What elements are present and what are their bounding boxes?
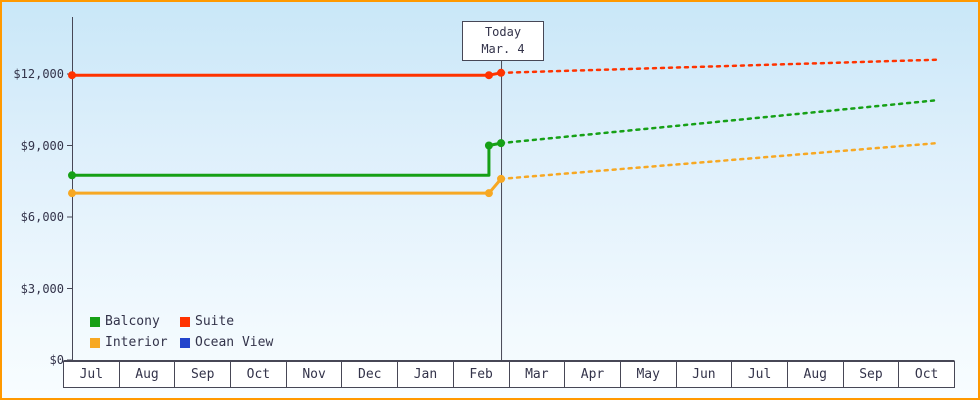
series-forecast-balcony xyxy=(499,98,939,145)
x-axis-month: Apr xyxy=(564,361,621,388)
series-marker-suite xyxy=(68,71,76,80)
x-axis-month: Nov xyxy=(285,361,343,388)
chart-legend: Balcony Suite Interior Ocean View xyxy=(90,314,273,350)
x-axis-month-row: Jul Aug Sep Oct Nov Dec Jan Feb Mar Apr May Jun Jul A… xyxy=(63,361,955,388)
series-marker-interior xyxy=(484,189,493,198)
legend-item-interior: Interior xyxy=(90,335,180,350)
today-label-title: Today xyxy=(484,25,522,39)
series-marker-interior xyxy=(497,174,506,183)
legend-swatch-ocean-view xyxy=(180,337,190,348)
x-axis-month: Aug xyxy=(786,361,844,388)
x-axis-month: Sep xyxy=(842,361,900,388)
x-axis-month: Sep xyxy=(174,361,232,388)
x-axis-month: Oct xyxy=(230,361,287,388)
legend-label: Balcony xyxy=(105,314,160,329)
series-line-balcony xyxy=(70,141,503,177)
x-axis-month: Jun xyxy=(675,361,733,388)
y-tick-label: $0 xyxy=(49,353,64,367)
x-axis-month: Jul xyxy=(731,361,788,388)
series-marker-balcony xyxy=(497,139,506,148)
y-tick-label: $3,000 xyxy=(20,281,64,296)
x-axis-month: Feb xyxy=(452,361,510,388)
today-label-date: Mar. 4 xyxy=(481,42,525,56)
series-marker-balcony xyxy=(484,141,493,150)
series-marker-interior xyxy=(68,189,76,198)
legend-swatch-interior xyxy=(90,337,100,348)
series-forecast-interior xyxy=(499,141,939,181)
series-marker-suite xyxy=(497,68,506,77)
legend-item-ocean-view: Ocean View xyxy=(180,335,273,350)
legend-swatch-balcony xyxy=(90,316,100,327)
x-axis-month: Aug xyxy=(118,361,176,388)
legend-item-balcony: Balcony xyxy=(90,314,180,329)
legend-swatch-suite xyxy=(180,316,190,327)
series-marker-suite xyxy=(484,71,493,80)
today-marker-label: Today Mar. 4 xyxy=(462,21,544,61)
series-forecast-suite xyxy=(499,58,939,75)
legend-label: Suite xyxy=(195,314,235,329)
x-axis-month: Jan xyxy=(397,361,454,388)
series-line-interior xyxy=(70,177,503,195)
y-tick-label: $12,000 xyxy=(13,67,64,81)
legend-item-suite: Suite xyxy=(180,314,273,329)
y-tick-label: $9,000 xyxy=(20,138,64,153)
legend-label: Interior xyxy=(105,335,168,350)
x-axis-month: Dec xyxy=(341,361,399,388)
x-axis-month: Oct xyxy=(898,361,955,388)
y-tick-label: $6,000 xyxy=(20,210,64,224)
series-marker-balcony xyxy=(68,171,76,180)
x-axis-month: Jul xyxy=(63,361,120,388)
x-axis-month: May xyxy=(619,361,677,388)
series-line-suite xyxy=(70,71,503,77)
legend-label: Ocean View xyxy=(195,335,274,350)
x-axis-month: Mar xyxy=(508,361,566,388)
